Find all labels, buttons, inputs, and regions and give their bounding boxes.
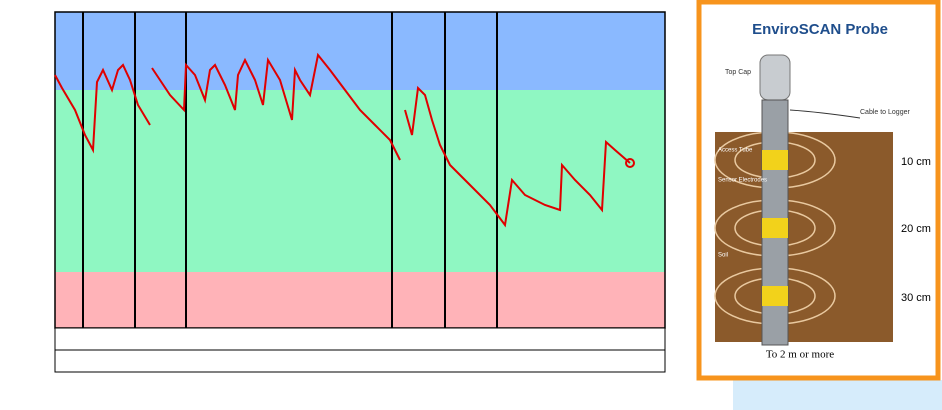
band (55, 12, 665, 90)
soil (715, 132, 893, 342)
depth-label: 10 cm (901, 156, 931, 168)
chart (55, 12, 665, 372)
callout: Cable to Logger (860, 109, 910, 116)
callout: Sensor Electrodes (718, 178, 767, 184)
depth-label: 30 cm (901, 292, 931, 304)
top-cap (760, 55, 790, 100)
callout: Soil (718, 253, 728, 259)
probe-title: EnviroSCAN Probe (752, 21, 888, 38)
sensor (762, 150, 788, 170)
sensor (762, 286, 788, 306)
band (55, 272, 665, 328)
depth-label: 20 cm (901, 223, 931, 235)
probe-figure: EnviroSCAN Probe Top Cap Cable to Logger… (699, 2, 938, 378)
callout: Access Tube (718, 148, 753, 154)
sensor (762, 218, 788, 238)
info-panel (733, 380, 942, 410)
page: EnviroSCAN Probe Top Cap Cable to Logger… (0, 0, 942, 410)
bottom-label: To 2 m or more (766, 349, 834, 361)
callout: Top Cap (725, 69, 751, 76)
date-row (55, 328, 665, 350)
period-row (55, 350, 665, 372)
